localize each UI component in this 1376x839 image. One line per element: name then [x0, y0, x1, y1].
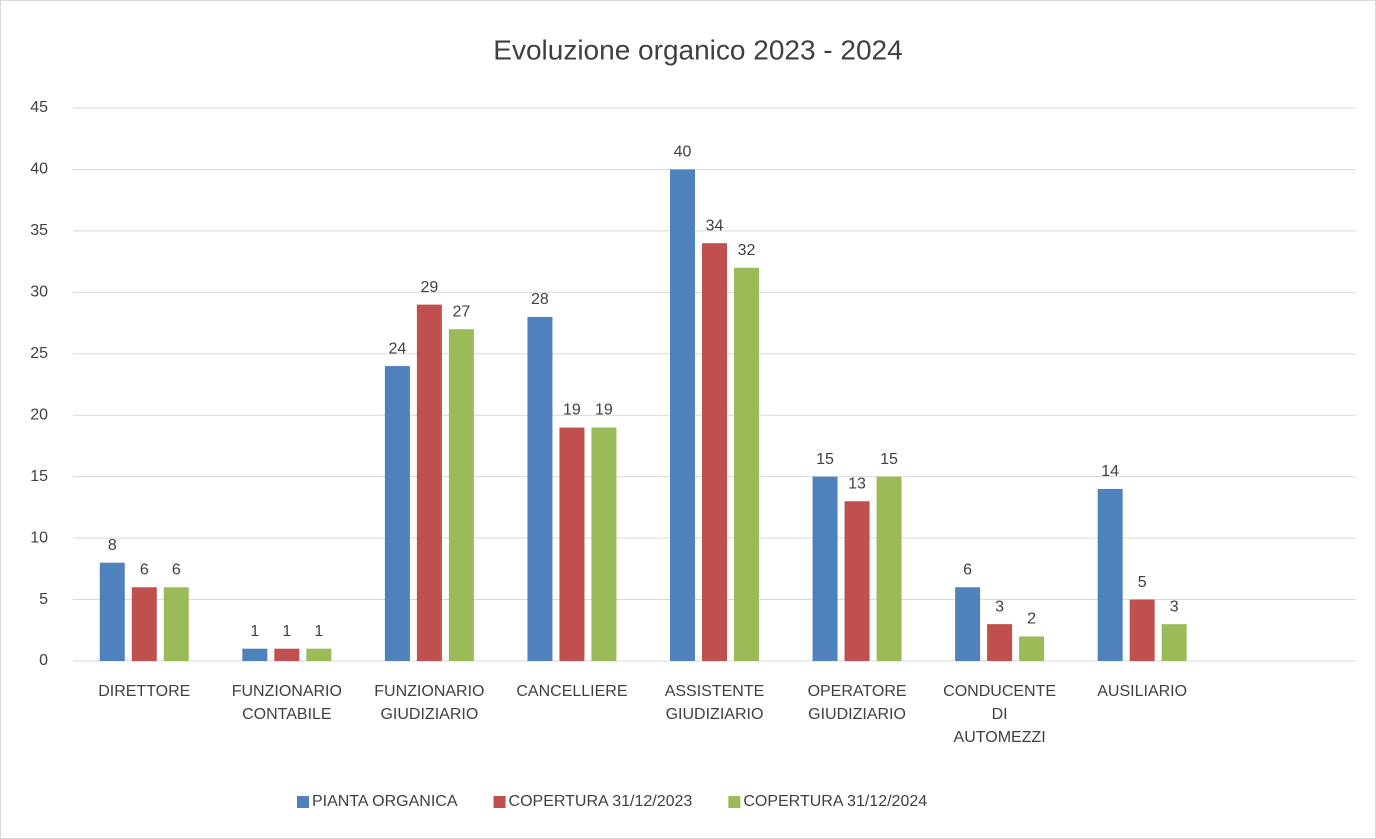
data-label: 29 [420, 279, 438, 296]
data-label: 2 [1027, 611, 1036, 628]
bar [527, 316, 553, 661]
data-label: 40 [674, 144, 692, 161]
bar [131, 587, 157, 661]
data-label: 32 [738, 242, 756, 259]
bar [591, 427, 617, 661]
bar [876, 476, 902, 661]
bar [559, 427, 585, 661]
data-label: 5 [1138, 574, 1147, 591]
data-label: 3 [995, 598, 1004, 615]
bar [242, 648, 268, 661]
y-tick-label: 15 [30, 468, 48, 485]
bar [1019, 636, 1045, 661]
bar [702, 243, 727, 661]
data-label: 15 [880, 451, 898, 468]
bar [448, 329, 474, 661]
data-label: 6 [140, 561, 149, 578]
x-tick-label: FUNZIONARIO GIUDIZIARIO [374, 683, 484, 723]
data-label: 34 [706, 217, 724, 234]
x-tick-label-line: GIUDIZIARIO [808, 706, 906, 723]
legend-label: COPERTURA 31/12/2024 [743, 793, 927, 810]
data-label: 1 [250, 623, 259, 640]
bar [1129, 599, 1155, 661]
data-label: 8 [108, 537, 117, 554]
bar [1161, 624, 1187, 661]
data-label: 28 [531, 291, 549, 308]
data-label: 27 [452, 303, 470, 320]
y-tick-label: 35 [30, 222, 48, 239]
x-tick-label-line: CONDUCENTE [943, 683, 1056, 700]
legend-swatch [728, 796, 741, 808]
x-tick-label-line: AUSILIARIO [1097, 683, 1187, 700]
x-tick-label: OPERATORE GIUDIZIARIO [808, 683, 907, 723]
bar [844, 501, 870, 661]
data-label: 15 [816, 451, 834, 468]
x-tick-label-line: DIRETTORE [98, 683, 190, 700]
legend-swatch [493, 796, 506, 808]
x-tick-label-line: DI [992, 706, 1008, 723]
bar [955, 587, 981, 661]
x-tick-label-line: FUNZIONARIO [232, 683, 342, 700]
x-tick-label-line: GIUDIZIARIO [666, 706, 764, 723]
chart-title: Evoluzione organico 2023 - 2024 [493, 34, 902, 65]
bar [1097, 488, 1123, 661]
legend-label: PIANTA ORGANICA [312, 793, 458, 810]
data-label: 1 [314, 623, 323, 640]
data-label: 3 [1170, 598, 1179, 615]
bar [384, 366, 410, 661]
y-tick-label: 45 [30, 99, 48, 116]
x-tick-label-line: ASSISTENTE [665, 683, 765, 700]
y-tick-label: 30 [30, 284, 48, 301]
y-tick-label: 40 [30, 161, 48, 178]
data-label: 19 [595, 402, 613, 419]
bar [274, 648, 300, 661]
y-tick-label: 0 [39, 652, 48, 669]
legend-swatch [297, 796, 309, 808]
data-label: 14 [1101, 463, 1119, 480]
x-tick-label-line: OPERATORE [808, 683, 907, 700]
y-tick-label: 5 [39, 591, 48, 608]
x-tick-label-line: FUNZIONARIO [374, 683, 484, 700]
data-label: 19 [563, 402, 581, 419]
data-label: 1 [282, 623, 291, 640]
x-tick-label: AUSILIARIO [1097, 683, 1187, 700]
bar [734, 267, 759, 661]
bar [416, 304, 442, 661]
y-tick-label: 20 [30, 406, 48, 423]
bar [163, 587, 189, 661]
bar [306, 648, 332, 661]
x-tick-label: FUNZIONARIO CONTABILE [232, 683, 342, 723]
bar [812, 476, 838, 661]
bar [99, 562, 125, 661]
x-tick-label: DIRETTORE [98, 683, 190, 700]
bar [670, 169, 695, 661]
x-tick-label: CANCELLIERE [516, 683, 627, 700]
data-label: 13 [848, 475, 866, 492]
y-tick-label: 10 [30, 529, 48, 546]
bar [987, 624, 1013, 661]
x-tick-label-line: CONTABILE [242, 706, 332, 723]
data-label: 24 [388, 340, 406, 357]
x-tick-label-line: CANCELLIERE [516, 683, 627, 700]
x-tick-label: CONDUCENTE DI AUTOMEZZI [943, 683, 1056, 746]
y-tick-label: 25 [30, 345, 48, 362]
x-tick-label-line: AUTOMEZZI [954, 729, 1046, 746]
data-label: 6 [963, 561, 972, 578]
data-label: 6 [172, 561, 181, 578]
x-tick-label-line: GIUDIZIARIO [380, 706, 478, 723]
legend-label: COPERTURA 31/12/2023 [509, 793, 693, 810]
x-tick-label: ASSISTENTE GIUDIZIARIO [665, 683, 765, 723]
